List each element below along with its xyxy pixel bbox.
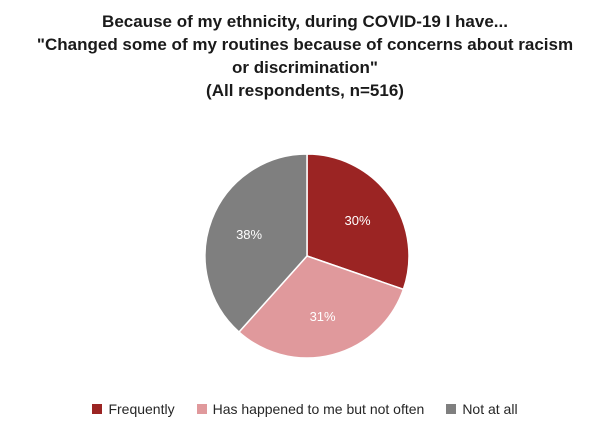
pie-label-not-often: 31% [310, 309, 336, 324]
chart-title-line-1: Because of my ethnicity, during COVID-19… [102, 12, 508, 31]
legend-label-not-often: Has happened to me but not often [212, 401, 425, 417]
chart-title: Because of my ethnicity, during COVID-19… [0, 10, 610, 102]
pie-slice-frequently [306, 153, 410, 291]
chart-title-line-3: or discrimination" [232, 58, 378, 77]
legend-item-not-often: Has happened to me but not often [196, 401, 425, 417]
pie-slice-not-often [237, 255, 405, 359]
legend-item-frequently: Frequently [92, 401, 175, 417]
legend-swatch-frequently [92, 404, 103, 414]
legend-swatch-not-at-all [446, 404, 457, 414]
legend-item-not-at-all: Not at all [446, 401, 518, 417]
pie-label-not-at-all: 38% [236, 227, 262, 242]
pie-label-frequently: 30% [344, 213, 370, 228]
legend-swatch-not-often [196, 404, 207, 414]
chart-legend: Frequently Has happened to me but not of… [0, 401, 610, 417]
chart-title-line-2: "Changed some of my routines because of … [36, 35, 574, 54]
pie-slice-not-at-all [204, 153, 308, 334]
legend-label-frequently: Frequently [108, 401, 175, 417]
chart-title-line-4: (All respondents, n=516) [206, 81, 404, 100]
legend-label-not-at-all: Not at all [462, 401, 518, 417]
